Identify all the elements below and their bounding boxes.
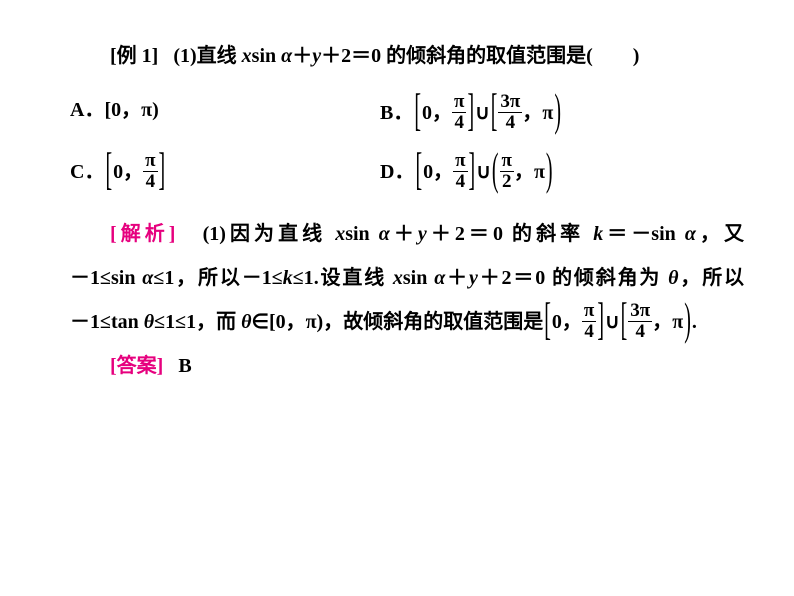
analysis-label: [解析]: [110, 223, 175, 245]
option-B: B．[0，π4]∪[3π4，π): [380, 94, 562, 135]
answer-label: [答案]: [110, 355, 163, 377]
option-C: C．[0，π4]: [70, 153, 380, 194]
options-row-1: A．[0，π) B．[0，π4]∪[3π4，π): [70, 94, 744, 135]
options-row-2: C．[0，π4] D．[0，π4]∪(π2，π): [70, 153, 744, 194]
option-D: D．[0，π4]∪(π2，π): [380, 153, 554, 194]
question-part: (1): [173, 45, 196, 67]
answer-value: B: [178, 355, 191, 377]
example-label: [例 1]: [110, 45, 158, 67]
option-A: A．[0，π): [70, 94, 380, 135]
analysis-paragraph: [解析] (1)因为直线 xsin α＋y＋2＝0 的斜率 k＝－sin α，又…: [70, 212, 744, 344]
answer-row: [答案] B: [70, 350, 744, 382]
question-stem: [例 1] (1)直线 xsin α＋y＋2＝0 的倾斜角的取值范围是( ): [70, 40, 744, 72]
